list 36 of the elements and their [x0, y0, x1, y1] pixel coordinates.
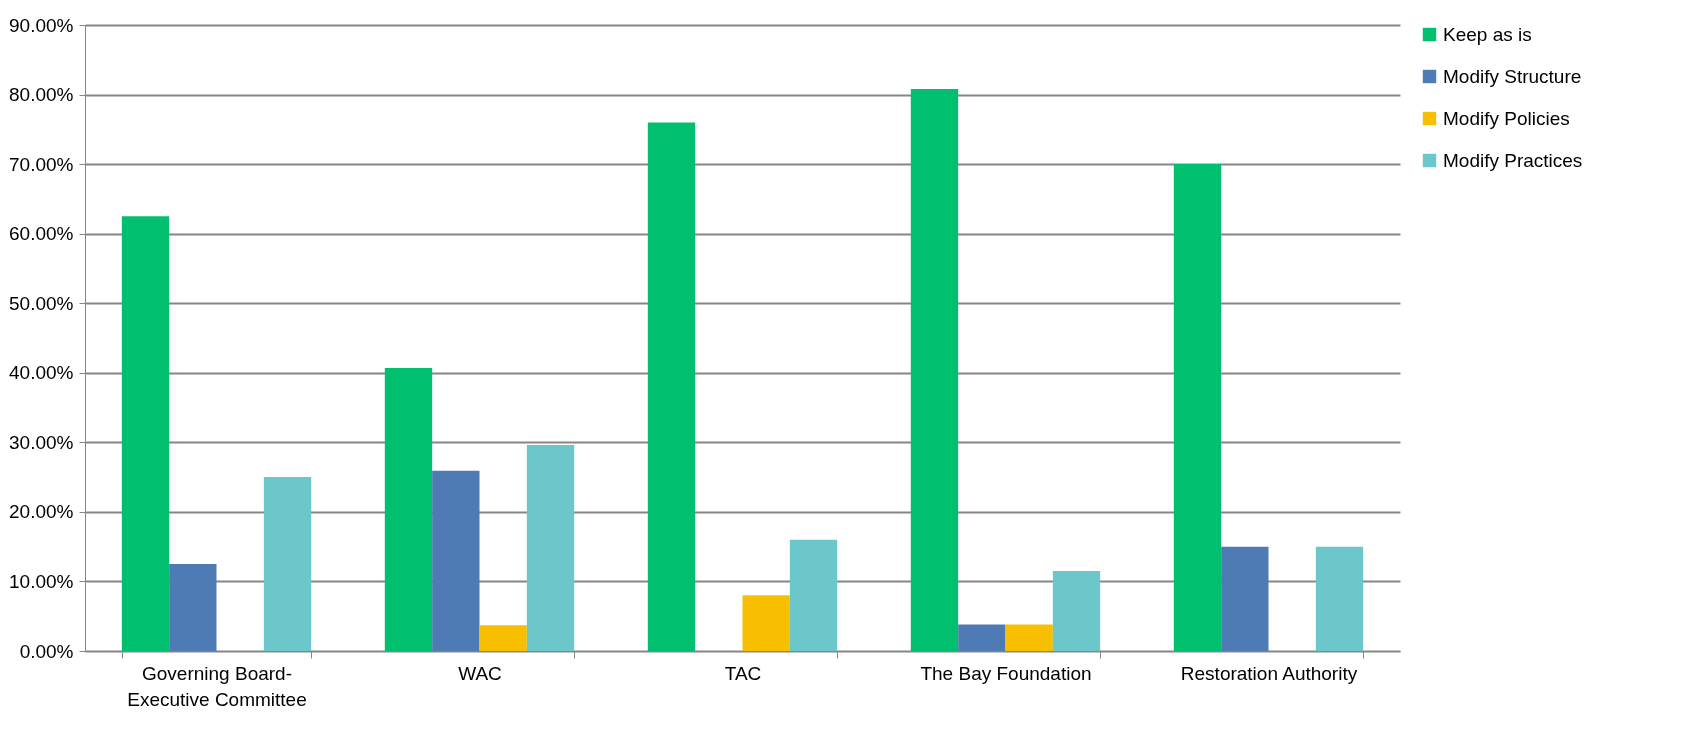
y-tick-label: 80.00% [9, 84, 74, 106]
bar [789, 539, 838, 651]
x-tick-label: Governing Board-Executive Committee [127, 662, 307, 710]
y-tick-label: 70.00% [9, 153, 74, 175]
bar [647, 122, 696, 651]
bar [910, 88, 959, 651]
bar [121, 216, 170, 651]
y-tick-label: 20.00% [9, 501, 74, 523]
bar [1052, 571, 1101, 651]
y-tick-label: 60.00% [9, 223, 74, 245]
bar [1173, 164, 1222, 651]
y-tick-label: 40.00% [9, 362, 74, 384]
bar [958, 624, 1006, 651]
bar [479, 625, 527, 651]
bar [432, 470, 480, 651]
x-tick-label: TAC [724, 662, 762, 684]
bar [526, 445, 575, 651]
y-tick-label: 50.00% [9, 292, 74, 314]
y-tick-label: 90.00% [9, 14, 74, 36]
legend-label: Modify Practices [1443, 149, 1583, 171]
x-tick-label: The Bay Foundation [920, 662, 1092, 684]
legend-label: Modify Policies [1443, 107, 1570, 129]
bar [169, 564, 217, 651]
x-tick-label: WAC [458, 662, 502, 684]
bar [1221, 546, 1269, 651]
y-tick-label: 30.00% [9, 431, 74, 453]
x-tick-label: Restoration Authority [1180, 662, 1358, 684]
y-tick-label: 10.00% [9, 570, 74, 592]
bar [384, 367, 433, 651]
legend-label: Keep as is [1443, 23, 1532, 45]
y-tick-label: 0.00% [19, 640, 74, 662]
legend-label: Modify Structure [1443, 65, 1582, 87]
bar [1005, 624, 1053, 651]
bar [263, 477, 312, 651]
bar [742, 595, 790, 651]
bar [1315, 546, 1364, 651]
